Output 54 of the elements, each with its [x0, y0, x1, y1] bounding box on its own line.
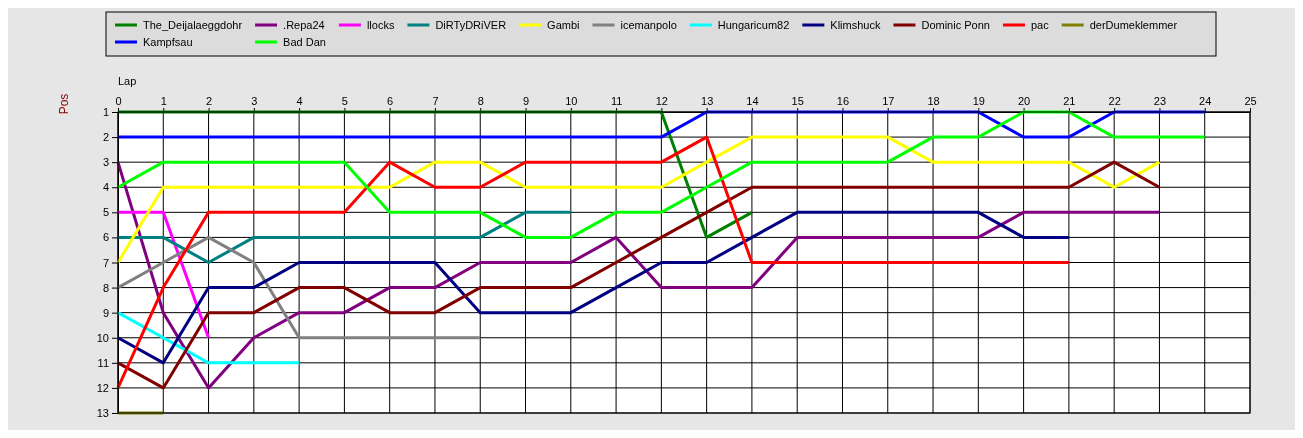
y-tick-label: 8 — [102, 281, 109, 294]
y-tick-label: 2 — [102, 131, 109, 144]
x-tick-label: 12 — [655, 95, 668, 107]
x-tick-label: 3 — [251, 95, 258, 107]
x-axis-title: Lap — [118, 75, 137, 87]
y-tick-label: 10 — [96, 331, 109, 344]
x-tick-label: 25 — [1244, 95, 1257, 107]
y-tick-label: 4 — [102, 181, 109, 194]
legend-label: The_Deijalaeggdohr — [143, 19, 243, 31]
x-tick-label: 11 — [610, 95, 623, 107]
legend-label: DiRTyDRiVER — [435, 19, 507, 31]
legend-label: Gambi — [547, 19, 580, 31]
x-tick-label: 10 — [565, 95, 578, 107]
legend-label: llocks — [366, 19, 395, 31]
x-tick-label: 4 — [296, 95, 303, 107]
x-tick-label: 24 — [1199, 95, 1212, 107]
legend-label: Klimshuck — [830, 19, 881, 31]
legend-label: Dominic Ponn — [921, 19, 990, 31]
y-tick-label: 6 — [102, 231, 109, 244]
x-tick-label: 18 — [927, 95, 940, 107]
legend-label: Hungaricum82 — [717, 19, 790, 31]
y-tick-label: 7 — [102, 256, 109, 269]
x-tick-label: 14 — [746, 95, 759, 107]
y-tick-label: 5 — [102, 206, 109, 219]
y-tick-label: 12 — [96, 381, 109, 394]
x-tick-label: 9 — [522, 95, 530, 107]
legend-label: Kampfsau — [143, 36, 193, 48]
x-tick-label: 6 — [387, 95, 394, 107]
y-tick-label: 3 — [102, 156, 109, 169]
x-tick-label: 19 — [972, 95, 985, 107]
legend-label: icemanpolo — [620, 19, 677, 31]
x-tick-label: 5 — [341, 95, 348, 107]
x-tick-label: 1 — [160, 95, 167, 107]
x-tick-label: 0 — [115, 95, 122, 107]
y-tick-label: 1 — [102, 106, 109, 119]
y-axis-title: Pos — [57, 93, 71, 115]
y-tick-label: 11 — [97, 356, 109, 369]
x-tick-label: 13 — [701, 95, 714, 107]
x-tick-label: 8 — [477, 95, 484, 107]
y-tick-label: 13 — [96, 407, 109, 420]
x-tick-label: 22 — [1108, 95, 1121, 107]
x-tick-label: 7 — [432, 95, 439, 107]
x-tick-label: 17 — [882, 95, 895, 107]
legend-label: .Repa24 — [283, 19, 325, 31]
legend-label: Bad Dan — [283, 36, 326, 48]
x-tick-label: 23 — [1153, 95, 1167, 107]
x-tick-label: 2 — [206, 95, 213, 107]
legend-label: pac — [1030, 19, 1050, 31]
y-tick-label: 9 — [102, 306, 109, 319]
x-tick-label: 20 — [1017, 95, 1031, 107]
x-tick-label: 16 — [836, 95, 850, 107]
x-tick-label: 15 — [791, 95, 804, 107]
legend-label: derDumeklemmer — [1089, 19, 1178, 31]
x-tick-label: 21 — [1063, 95, 1076, 107]
